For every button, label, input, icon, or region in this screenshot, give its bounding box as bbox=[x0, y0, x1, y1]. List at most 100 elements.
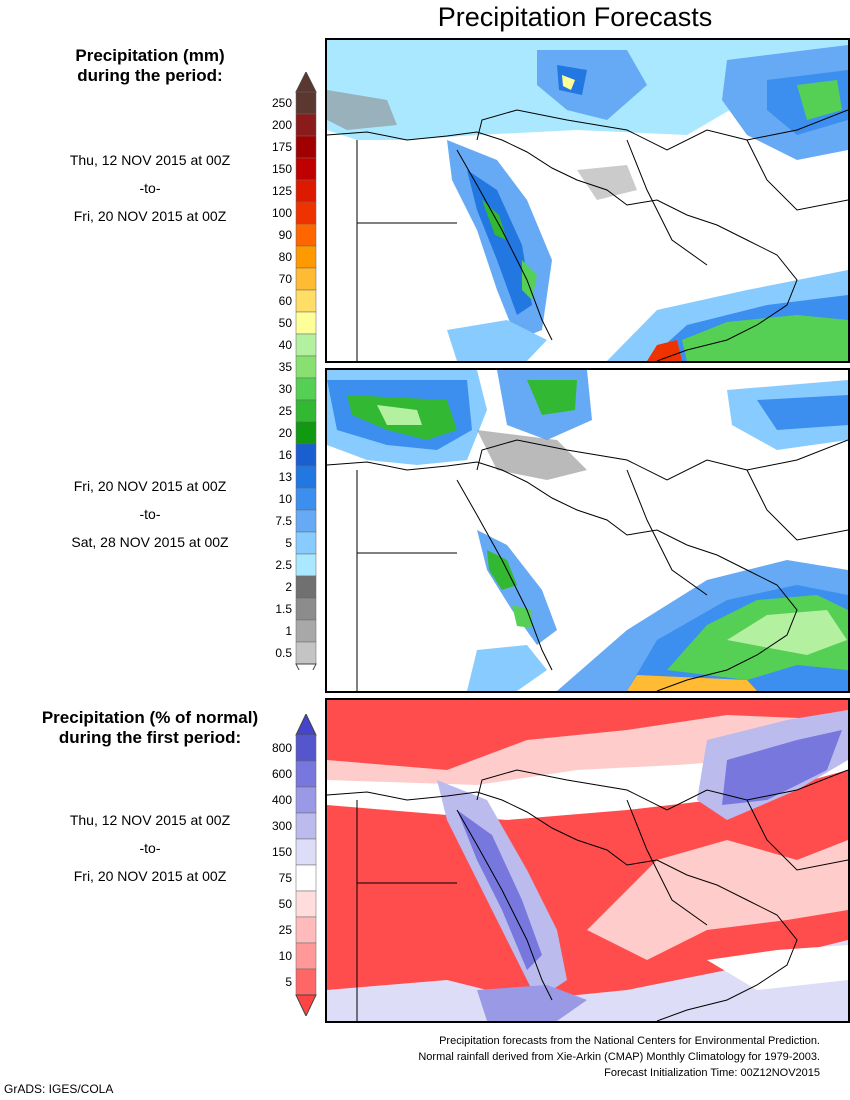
map-panel-percent-of-normal bbox=[325, 698, 850, 1023]
precip-mm-colorbar-tick-label: 150 bbox=[271, 162, 292, 176]
percent-of-normal-field bbox=[327, 700, 848, 1021]
precip-percent-colorbar-tick-label: 400 bbox=[271, 793, 292, 807]
precip-mm-colorbar-swatch bbox=[295, 333, 317, 357]
precip-mm-colorbar-top-arrow bbox=[295, 72, 317, 93]
period-1-end: Fri, 20 NOV 2015 at 00Z bbox=[73, 208, 227, 224]
precip-mm-colorbar-tick-label: 100 bbox=[271, 206, 292, 220]
map-panel-week1-precip bbox=[325, 38, 850, 363]
country-borders-week2 bbox=[327, 439, 848, 691]
period-2-dates: Fri, 20 NOV 2015 at 00Z -to- Sat, 28 NOV… bbox=[0, 472, 300, 556]
footer-line-3: Forecast Initialization Time: 00Z12NOV20… bbox=[604, 1067, 820, 1079]
precip-mm-colorbar-swatch bbox=[295, 179, 317, 203]
country-borders-percent bbox=[327, 769, 848, 1021]
precip-percent-colorbar-swatch bbox=[295, 864, 317, 892]
precip-mm-colorbar bbox=[295, 72, 317, 670]
precip-percent-colorbar-bottom-arrow bbox=[295, 994, 317, 1016]
precip-percent-colorbar-tick-label: 25 bbox=[278, 923, 292, 937]
grads-credit: GrADS: IGES/COLA bbox=[4, 1082, 114, 1096]
country-borders-week1 bbox=[327, 109, 848, 361]
precip-mm-colorbar-tick-label: 20 bbox=[278, 426, 292, 440]
precip-mm-heading: Precipitation (mm) during the period: bbox=[0, 46, 300, 86]
precip-mm-colorbar-tick-label: 40 bbox=[278, 338, 292, 352]
precip-percent-heading: Precipitation (% of normal) during the f… bbox=[0, 708, 300, 748]
precip-mm-colorbar-tick-label: 2 bbox=[285, 580, 292, 594]
precip-percent-colorbar-tick-label: 10 bbox=[278, 949, 292, 963]
map-panel-week2-precip bbox=[325, 368, 850, 693]
precip-mm-colorbar-swatch bbox=[295, 223, 317, 247]
period-1-to: -to- bbox=[139, 180, 161, 196]
precip-percent-colorbar-swatch bbox=[295, 734, 317, 762]
precip-percent-colorbar-swatch bbox=[295, 838, 317, 866]
precip-percent-colorbar-tick-label: 300 bbox=[271, 819, 292, 833]
precip-field-week1 bbox=[327, 40, 848, 361]
precip-mm-colorbar-swatch bbox=[295, 465, 317, 489]
precip-percent-colorbar-tick-label: 5 bbox=[285, 975, 292, 989]
precip-percent-colorbar-tick-label: 150 bbox=[271, 845, 292, 859]
precip-percent-colorbar-tick-label: 75 bbox=[278, 871, 292, 885]
precip-mm-colorbar-swatch bbox=[295, 531, 317, 555]
precip-percent-colorbar-tick-label: 600 bbox=[271, 767, 292, 781]
period-2-to: -to- bbox=[139, 506, 161, 522]
precip-percent-colorbar-swatch bbox=[295, 890, 317, 918]
precip-mm-colorbar-swatch bbox=[295, 487, 317, 511]
period-3-start: Thu, 12 NOV 2015 at 00Z bbox=[69, 812, 231, 828]
period-1-dates: Thu, 12 NOV 2015 at 00Z -to- Fri, 20 NOV… bbox=[0, 146, 300, 230]
precip-mm-colorbar-tick-label: 200 bbox=[271, 118, 292, 132]
precip-mm-heading-line2: during the period: bbox=[77, 66, 223, 85]
precip-mm-colorbar-tick-label: 25 bbox=[278, 404, 292, 418]
precip-mm-colorbar-tick-label: 125 bbox=[271, 184, 292, 198]
precip-mm-colorbar-swatch bbox=[295, 135, 317, 159]
precip-mm-colorbar-tick-label: 70 bbox=[278, 272, 292, 286]
precip-mm-colorbar-swatch bbox=[295, 619, 317, 643]
period-3-end: Fri, 20 NOV 2015 at 00Z bbox=[73, 868, 227, 884]
precip-percent-colorbar-swatch bbox=[295, 786, 317, 814]
period-3-dates: Thu, 12 NOV 2015 at 00Z -to- Fri, 20 NOV… bbox=[0, 806, 300, 890]
precip-mm-colorbar-swatch bbox=[295, 641, 317, 665]
precip-mm-colorbar-swatch bbox=[295, 597, 317, 621]
precip-mm-colorbar-tick-label: 1.5 bbox=[275, 602, 292, 616]
precip-mm-colorbar-swatch bbox=[295, 245, 317, 269]
precip-mm-colorbar-swatch bbox=[295, 377, 317, 401]
precip-mm-colorbar-tick-label: 5 bbox=[285, 536, 292, 550]
precip-percent-heading-line2: during the first period: bbox=[58, 728, 242, 747]
period-2-start: Fri, 20 NOV 2015 at 00Z bbox=[73, 478, 227, 494]
precip-percent-colorbar-swatch bbox=[295, 942, 317, 970]
precip-mm-colorbar-swatch bbox=[295, 509, 317, 533]
precip-percent-colorbar-swatch bbox=[295, 760, 317, 788]
precip-percent-colorbar-swatch bbox=[295, 812, 317, 840]
precip-mm-colorbar-tick-label: 80 bbox=[278, 250, 292, 264]
precip-mm-colorbar-tick-label: 60 bbox=[278, 294, 292, 308]
precip-mm-colorbar-tick-label: 13 bbox=[278, 470, 292, 484]
precip-mm-heading-line1: Precipitation (mm) bbox=[75, 46, 225, 65]
precip-mm-colorbar-tick-label: 30 bbox=[278, 382, 292, 396]
precip-mm-colorbar-tick-label: 50 bbox=[278, 316, 292, 330]
precip-mm-colorbar-swatch bbox=[295, 157, 317, 181]
main-title: Precipitation Forecasts bbox=[437, 2, 713, 32]
precip-percent-colorbar-swatch bbox=[295, 916, 317, 944]
precip-mm-colorbar-swatch bbox=[295, 267, 317, 291]
precip-mm-colorbar-tick-label: 1 bbox=[285, 624, 292, 638]
precip-mm-colorbar-swatch bbox=[295, 553, 317, 577]
precip-percent-colorbar-tick-label: 800 bbox=[271, 741, 292, 755]
precip-field-week2 bbox=[327, 370, 848, 691]
period-2-end: Sat, 28 NOV 2015 at 00Z bbox=[71, 534, 229, 550]
precip-mm-colorbar-swatch bbox=[295, 399, 317, 423]
footer-line-1: Precipitation forecasts from the Nationa… bbox=[439, 1035, 820, 1047]
precip-mm-colorbar-tick-label: 2.5 bbox=[275, 558, 292, 572]
precip-mm-colorbar-swatch bbox=[295, 421, 317, 445]
precip-mm-colorbar-swatch bbox=[295, 289, 317, 313]
precip-percent-colorbar-top-arrow bbox=[295, 714, 317, 736]
precip-mm-colorbar-tick-label: 35 bbox=[278, 360, 292, 374]
precip-mm-colorbar-swatch bbox=[295, 443, 317, 467]
footer-line-2: Normal rainfall derived from Xie-Arkin (… bbox=[418, 1051, 820, 1063]
period-1-start: Thu, 12 NOV 2015 at 00Z bbox=[69, 152, 231, 168]
precip-mm-colorbar-tick-label: 0.5 bbox=[275, 646, 292, 660]
precip-mm-colorbar-swatch bbox=[295, 91, 317, 115]
precip-percent-heading-line1: Precipitation (% of normal) bbox=[41, 708, 259, 727]
precip-mm-colorbar-tick-label: 10 bbox=[278, 492, 292, 506]
period-3-to: -to- bbox=[139, 840, 161, 856]
precip-mm-colorbar-tick-label: 175 bbox=[271, 140, 292, 154]
precip-mm-colorbar-tick-label: 7.5 bbox=[275, 514, 292, 528]
footer-notes: Precipitation forecasts from the Nationa… bbox=[300, 1033, 820, 1081]
precip-mm-colorbar-tick-label: 250 bbox=[271, 96, 292, 110]
